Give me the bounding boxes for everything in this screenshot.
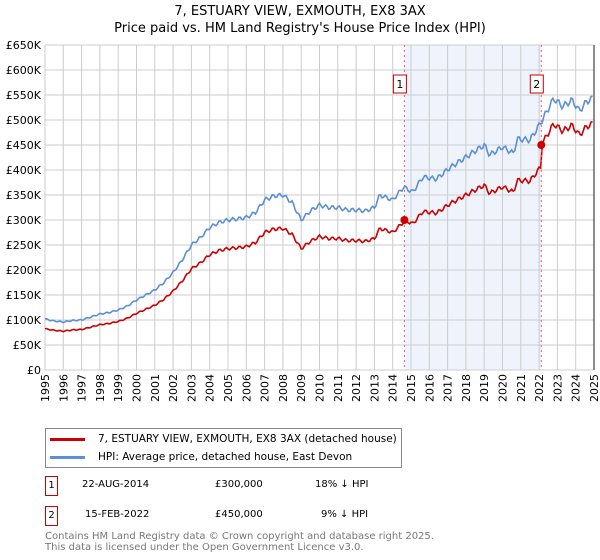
y-tick-label: £250K <box>6 239 42 252</box>
x-tick-label: 1995 <box>39 374 52 402</box>
x-tick-label: 1999 <box>112 374 125 402</box>
x-tick-label: 2024 <box>570 374 583 402</box>
legend-label: HPI: Average price, detached house, East… <box>98 451 353 463</box>
x-tick-label: 2002 <box>167 374 180 402</box>
y-tick-label: £600K <box>6 64 42 77</box>
y-tick-label: £550K <box>6 89 42 102</box>
y-tick-label: £0 <box>27 364 41 377</box>
y-tick-label: £400K <box>6 164 42 177</box>
x-tick-label: 1997 <box>76 374 89 402</box>
sale-hpi-delta: 18% ↓ HPI <box>315 479 369 490</box>
ownership-shading <box>404 45 542 370</box>
x-tick-label: 2005 <box>222 374 235 402</box>
legend-swatch-red <box>50 437 85 441</box>
y-tick-label: £100K <box>6 314 42 327</box>
x-tick-label: 1996 <box>57 374 70 402</box>
x-tick-label: 2007 <box>259 374 272 402</box>
x-tick-label: 2019 <box>478 374 491 402</box>
x-tick-label: 2015 <box>405 374 418 402</box>
sale-marker-label: 2 <box>45 506 58 526</box>
sale-price: £300,000 <box>215 479 263 490</box>
x-tick-label: 2004 <box>204 374 217 402</box>
x-tick-label: 2012 <box>350 374 363 402</box>
chart-title-line1: 7, ESTUARY VIEW, EXMOUTH, EX8 3AX <box>174 4 426 19</box>
x-tick-label: 2009 <box>295 374 308 402</box>
property-price-line <box>44 120 593 333</box>
x-tick-label: 2006 <box>240 374 253 402</box>
x-tick-label: 2008 <box>277 374 290 402</box>
x-tick-label: 2016 <box>423 374 436 402</box>
x-tick-label: 2025 <box>588 374 600 402</box>
sale-hpi-delta: 9% ↓ HPI <box>321 509 369 520</box>
y-tick-label: £50K <box>13 339 42 352</box>
footer-copyright: Contains HM Land Registry data © Crown c… <box>45 531 434 542</box>
y-tick-label: £200K <box>6 264 42 277</box>
x-tick-label: 2021 <box>515 374 528 402</box>
y-tick-label: £350K <box>6 189 42 202</box>
x-tick-label: 2013 <box>368 374 381 402</box>
legend-label: 7, ESTUARY VIEW, EXMOUTH, EX8 3AX (detac… <box>98 433 397 445</box>
plot-area: 1995 1996 1997 1998 1999 2000 2001 2002 2003 2004… <box>6 39 600 402</box>
sale-label-box <box>529 74 544 94</box>
x-tick-label: 2010 <box>314 374 327 402</box>
x-tick-label: 2001 <box>149 374 162 402</box>
legend: 7, ESTUARY VIEW, EXMOUTH, EX8 3AX (detac… <box>45 428 402 468</box>
x-tick-label: 2017 <box>442 374 455 402</box>
sale-date: 22-AUG-2014 <box>82 479 150 490</box>
y-tick-label: £500K <box>6 114 42 127</box>
x-tick-label: 2003 <box>185 374 198 402</box>
sale-point <box>537 141 546 149</box>
legend-item-hpi: HPI: Average price, detached house, East… <box>46 448 352 466</box>
footer-licence: This data is licensed under the Open Gov… <box>45 542 364 553</box>
y-tick-label: £150K <box>6 289 42 302</box>
x-tick-label: 2023 <box>551 374 564 402</box>
x-tick-label: 2022 <box>533 374 546 402</box>
x-tick-label: 2014 <box>387 374 400 402</box>
sale-date: 15-FEB-2022 <box>85 509 150 520</box>
chart-title-line2: Price paid vs. HM Land Registry's House … <box>114 21 486 36</box>
y-tick-label: £650K <box>6 39 42 52</box>
sale-price: £450,000 <box>215 509 263 520</box>
legend-item-property: 7, ESTUARY VIEW, EXMOUTH, EX8 3AX (detac… <box>46 430 397 448</box>
x-tick-label: 2011 <box>332 374 345 402</box>
sale-point <box>400 216 409 224</box>
x-tick-label: 2000 <box>131 374 144 402</box>
x-tick-label: 2020 <box>497 374 510 402</box>
legend-swatch-blue <box>50 455 85 459</box>
sale-label-number: 1 <box>396 78 403 91</box>
y-tick-label: £450K <box>6 139 42 152</box>
y-tick-label: £300K <box>6 214 42 227</box>
x-tick-label: 2018 <box>460 374 473 402</box>
sale-label-number: 2 <box>533 78 540 91</box>
sale-label-box <box>392 74 407 94</box>
sale-marker-label: 1 <box>45 476 58 496</box>
x-tick-label: 1998 <box>94 374 107 402</box>
hpi-line <box>44 95 593 324</box>
